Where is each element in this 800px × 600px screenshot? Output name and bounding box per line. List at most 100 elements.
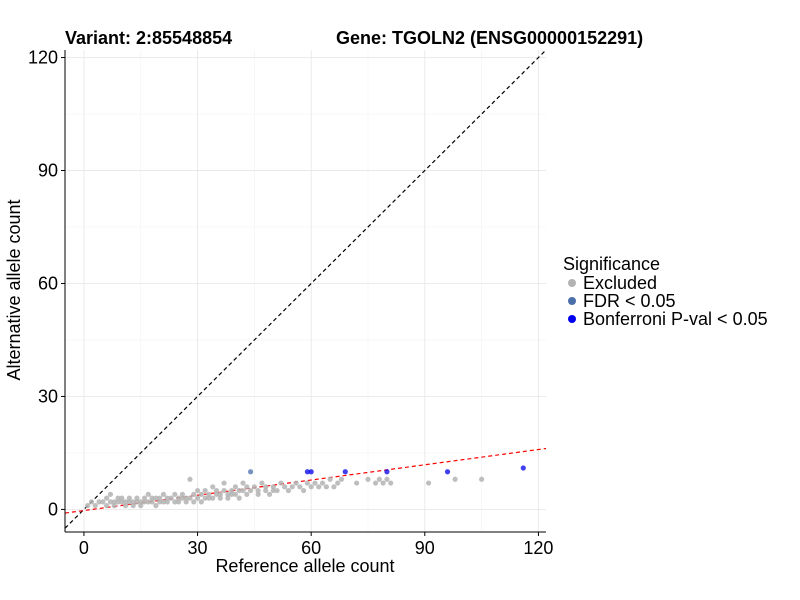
point-excluded xyxy=(221,480,227,486)
point-excluded xyxy=(247,487,254,494)
point-excluded xyxy=(289,484,295,490)
point-excluded xyxy=(145,491,151,497)
point-excluded xyxy=(104,503,110,509)
point-excluded xyxy=(236,487,242,494)
point-excluded xyxy=(122,503,129,509)
point-excluded xyxy=(153,495,159,501)
point-excluded xyxy=(149,499,155,505)
point-excluded xyxy=(202,495,208,501)
tick-labels: 0 30 60 90 120 0 30 60 90 120 xyxy=(28,48,553,558)
point-excluded xyxy=(331,484,337,490)
point-excluded xyxy=(149,495,155,501)
point-excluded xyxy=(183,495,189,501)
point-excluded xyxy=(96,499,102,505)
point-fdr-0-05 xyxy=(247,469,254,475)
point-excluded xyxy=(157,499,163,505)
point-excluded xyxy=(202,487,208,494)
point-excluded xyxy=(176,499,182,505)
legend-swatch-fdr xyxy=(568,297,576,305)
point-excluded xyxy=(183,499,189,505)
point-excluded xyxy=(388,480,394,486)
point-bonferroni-p-val-0-05 xyxy=(304,469,310,475)
point-excluded xyxy=(115,499,121,505)
point-excluded xyxy=(255,487,261,494)
point-excluded xyxy=(270,484,276,490)
x-tick-label: 90 xyxy=(415,538,435,558)
point-excluded xyxy=(153,503,159,509)
point-excluded xyxy=(104,495,110,501)
y-tick-label: 120 xyxy=(28,48,58,68)
point-excluded xyxy=(157,495,163,501)
point-bonferroni-p-val-0-05 xyxy=(308,469,314,475)
point-excluded xyxy=(236,495,242,501)
legend-swatch-excluded xyxy=(568,279,576,287)
y-tick-label: 90 xyxy=(38,161,58,181)
point-excluded xyxy=(255,491,261,497)
title-variant: Variant: 2:85548854 xyxy=(65,28,232,48)
y-tick-label: 60 xyxy=(38,273,58,293)
point-excluded xyxy=(126,495,132,501)
point-excluded xyxy=(316,484,322,490)
point-excluded xyxy=(107,499,114,505)
point-excluded xyxy=(176,495,182,501)
x-tick-label: 60 xyxy=(301,538,321,558)
grid-lines xyxy=(65,50,546,532)
point-excluded xyxy=(244,491,250,497)
point-excluded xyxy=(194,495,201,501)
point-excluded xyxy=(251,484,257,490)
point-excluded xyxy=(179,495,186,501)
point-excluded xyxy=(172,499,178,505)
point-excluded xyxy=(122,499,129,505)
point-excluded xyxy=(319,480,326,486)
point-excluded xyxy=(365,476,371,482)
point-excluded xyxy=(376,476,382,482)
point-excluded xyxy=(312,480,318,486)
point-excluded xyxy=(213,487,220,494)
point-excluded xyxy=(338,476,345,482)
point-excluded xyxy=(293,480,299,486)
point-excluded xyxy=(244,484,250,490)
point-excluded xyxy=(308,484,314,490)
y-tick-label: 30 xyxy=(38,386,58,406)
point-excluded xyxy=(198,499,204,505)
legend-label-bonferroni: Bonferroni P-val < 0.05 xyxy=(583,309,768,329)
point-excluded xyxy=(164,499,170,505)
point-excluded xyxy=(198,491,204,497)
point-excluded xyxy=(229,487,235,494)
point-excluded xyxy=(263,484,269,490)
point-excluded xyxy=(126,499,132,505)
point-excluded xyxy=(335,480,341,486)
point-excluded xyxy=(229,491,235,497)
point-excluded xyxy=(134,495,140,501)
point-bonferroni-p-val-0-05 xyxy=(384,469,390,475)
x-axis-label: Reference allele count xyxy=(215,556,394,576)
point-excluded xyxy=(217,495,223,501)
reference-lines xyxy=(64,49,547,529)
point-excluded xyxy=(232,484,239,490)
point-excluded xyxy=(187,476,193,482)
point-excluded xyxy=(168,495,174,501)
point-excluded xyxy=(85,503,91,509)
legend-title: Significance xyxy=(563,254,660,274)
point-excluded xyxy=(354,480,360,486)
point-excluded xyxy=(301,487,307,494)
point-bonferroni-p-val-0-05 xyxy=(444,469,451,475)
point-excluded xyxy=(240,487,246,494)
point-excluded xyxy=(225,495,231,501)
point-excluded xyxy=(297,484,303,490)
point-excluded xyxy=(278,480,284,486)
point-excluded xyxy=(304,480,310,486)
point-excluded xyxy=(266,491,273,497)
point-excluded xyxy=(232,491,239,497)
point-excluded xyxy=(263,487,269,494)
point-excluded xyxy=(479,476,485,482)
point-excluded xyxy=(240,480,246,486)
point-excluded xyxy=(206,491,212,497)
point-excluded xyxy=(88,499,95,505)
point-excluded xyxy=(285,487,292,494)
point-excluded xyxy=(191,499,197,505)
point-excluded xyxy=(213,491,220,497)
legend-swatch-bonferroni xyxy=(568,315,576,323)
point-excluded xyxy=(210,495,216,501)
